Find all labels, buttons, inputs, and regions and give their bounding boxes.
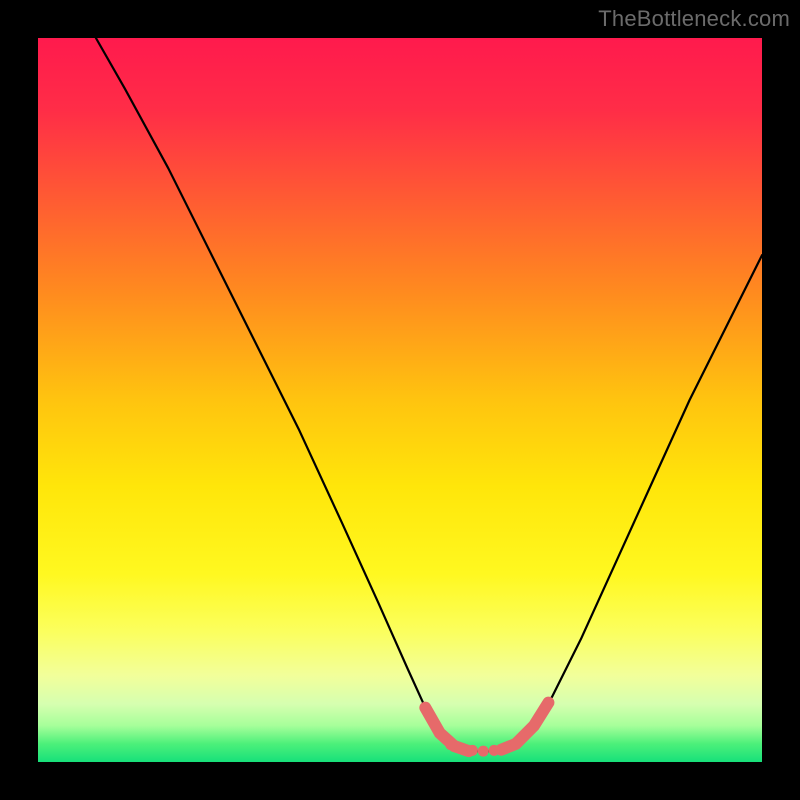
optimal-dot <box>489 745 500 756</box>
optimal-dot <box>456 743 467 754</box>
bottleneck-curve-chart <box>0 0 800 800</box>
optimal-dot <box>478 746 489 757</box>
optimal-dot <box>499 743 510 754</box>
optimal-dot <box>510 738 521 749</box>
chart-stage: TheBottleneck.com <box>0 0 800 800</box>
optimal-dot <box>467 745 478 756</box>
watermark-text: TheBottleneck.com <box>598 6 790 32</box>
optimal-dot <box>445 739 456 750</box>
